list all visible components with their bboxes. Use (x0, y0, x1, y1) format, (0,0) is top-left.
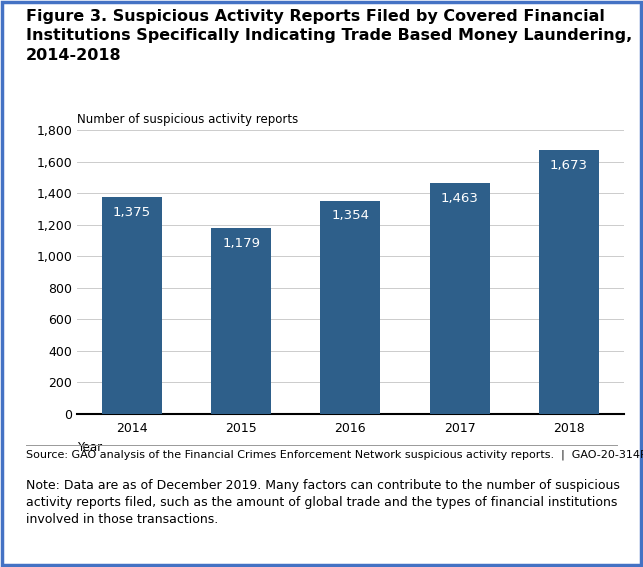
Text: Source: GAO analysis of the Financial Crimes Enforcement Network suspicious acti: Source: GAO analysis of the Financial Cr… (26, 449, 643, 460)
Bar (539, 150, 599, 414)
Text: 1,354: 1,354 (331, 209, 370, 222)
Text: Note: Data are as of December 2019. Many factors can contribute to the number of: Note: Data are as of December 2019. Many… (26, 479, 620, 526)
Bar (320, 201, 381, 414)
X-axis label: Year: Year (77, 441, 102, 454)
Bar (102, 197, 162, 414)
Text: 1,463: 1,463 (440, 192, 478, 205)
Text: 1,673: 1,673 (550, 159, 588, 172)
Bar (211, 228, 271, 414)
Text: Number of suspicious activity reports: Number of suspicious activity reports (77, 113, 298, 126)
Text: 1,179: 1,179 (222, 237, 260, 250)
Text: Figure 3. Suspicious Activity Reports Filed by Covered Financial
Institutions Sp: Figure 3. Suspicious Activity Reports Fi… (26, 9, 632, 63)
Bar (430, 184, 490, 414)
Text: 1,375: 1,375 (113, 206, 151, 219)
